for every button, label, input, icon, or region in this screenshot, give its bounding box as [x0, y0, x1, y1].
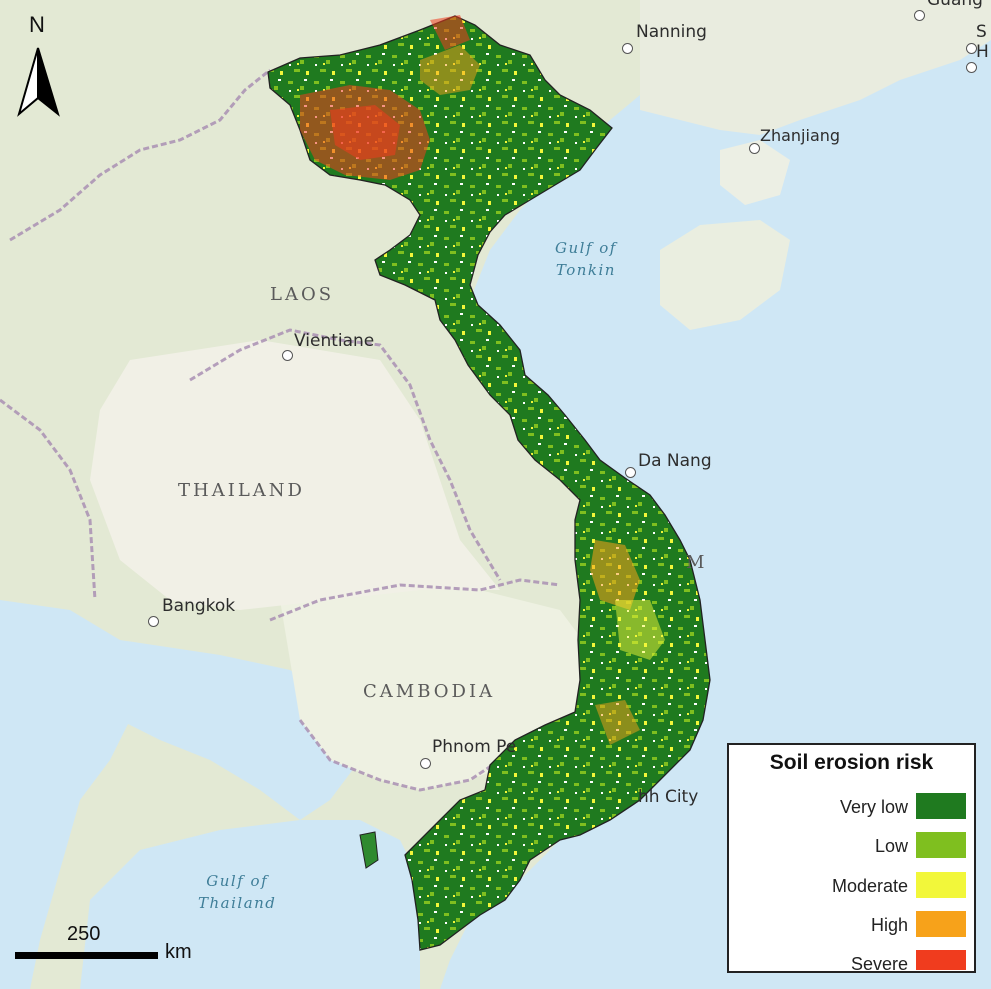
city-label-da-nang: Da Nang	[638, 451, 712, 471]
city-label-vientiane: Vientiane	[294, 331, 375, 351]
legend-label: High	[870, 915, 908, 935]
legend-item-severe: Severe	[729, 950, 974, 974]
water-label-line: Thailand	[198, 894, 277, 912]
scale-bar-unit: km	[165, 941, 192, 963]
legend-label: Very low	[839, 797, 908, 817]
legend: Soil erosion risk Very low Low Moderate …	[727, 743, 976, 974]
legend-swatch	[916, 793, 966, 819]
legend-swatch	[916, 950, 966, 970]
city-marker	[420, 758, 431, 769]
legend-item-high: High	[729, 911, 974, 939]
legend-swatch	[916, 872, 966, 898]
north-arrow-icon	[17, 47, 60, 117]
water-label-line: Gulf of	[555, 239, 617, 257]
legend-item-very-low: Very low	[729, 793, 974, 821]
legend-title: Soil erosion risk	[769, 751, 934, 774]
city-label-bangkok: Bangkok	[162, 596, 236, 616]
city-label-guang: Guang	[927, 0, 983, 10]
city-marker	[749, 143, 760, 154]
scale-bar-value: 250	[67, 923, 101, 945]
legend-swatch	[916, 911, 966, 937]
city-marker	[625, 467, 636, 478]
legend-label: Low	[874, 836, 908, 856]
city-label-s: S	[976, 22, 987, 42]
legend-label: Moderate	[831, 876, 908, 896]
city-marker	[966, 62, 977, 73]
country-label-vietnam-partial: M	[686, 552, 705, 573]
north-arrow: N	[14, 12, 64, 120]
vietnam-erosion-raster	[267, 15, 711, 951]
north-letter: N	[29, 12, 45, 37]
city-label-ho-chi-minh: hh City	[638, 787, 699, 807]
water-label-line: Tonkin	[555, 261, 616, 279]
country-label-cambodia: CAMBODIA	[363, 681, 496, 702]
water-label-gulf-of-thailand: Gulf of Thailand	[198, 870, 276, 914]
country-label-laos: LAOS	[270, 284, 335, 305]
city-marker	[622, 43, 633, 54]
legend-item-moderate: Moderate	[729, 872, 974, 900]
city-label-nanning: Nanning	[636, 22, 707, 42]
country-label-thailand: THAILAND	[178, 480, 305, 501]
city-label-h: H	[976, 42, 989, 62]
water-label-gulf-of-tonkin: Gulf of Tonkin	[555, 237, 617, 281]
city-label-zhanjiang: Zhanjiang	[760, 126, 841, 145]
city-marker	[966, 43, 977, 54]
legend-swatch	[916, 832, 966, 858]
city-marker	[282, 350, 293, 361]
country-borders	[0, 68, 561, 792]
scale-bar-line	[15, 952, 158, 959]
city-label-phnom-penh: Phnom Pe	[432, 737, 517, 757]
city-marker	[148, 616, 159, 627]
water-label-line: Gulf of	[206, 872, 269, 890]
city-marker	[914, 10, 925, 21]
legend-label: Severe	[850, 954, 908, 974]
legend-item-low: Low	[729, 832, 974, 860]
